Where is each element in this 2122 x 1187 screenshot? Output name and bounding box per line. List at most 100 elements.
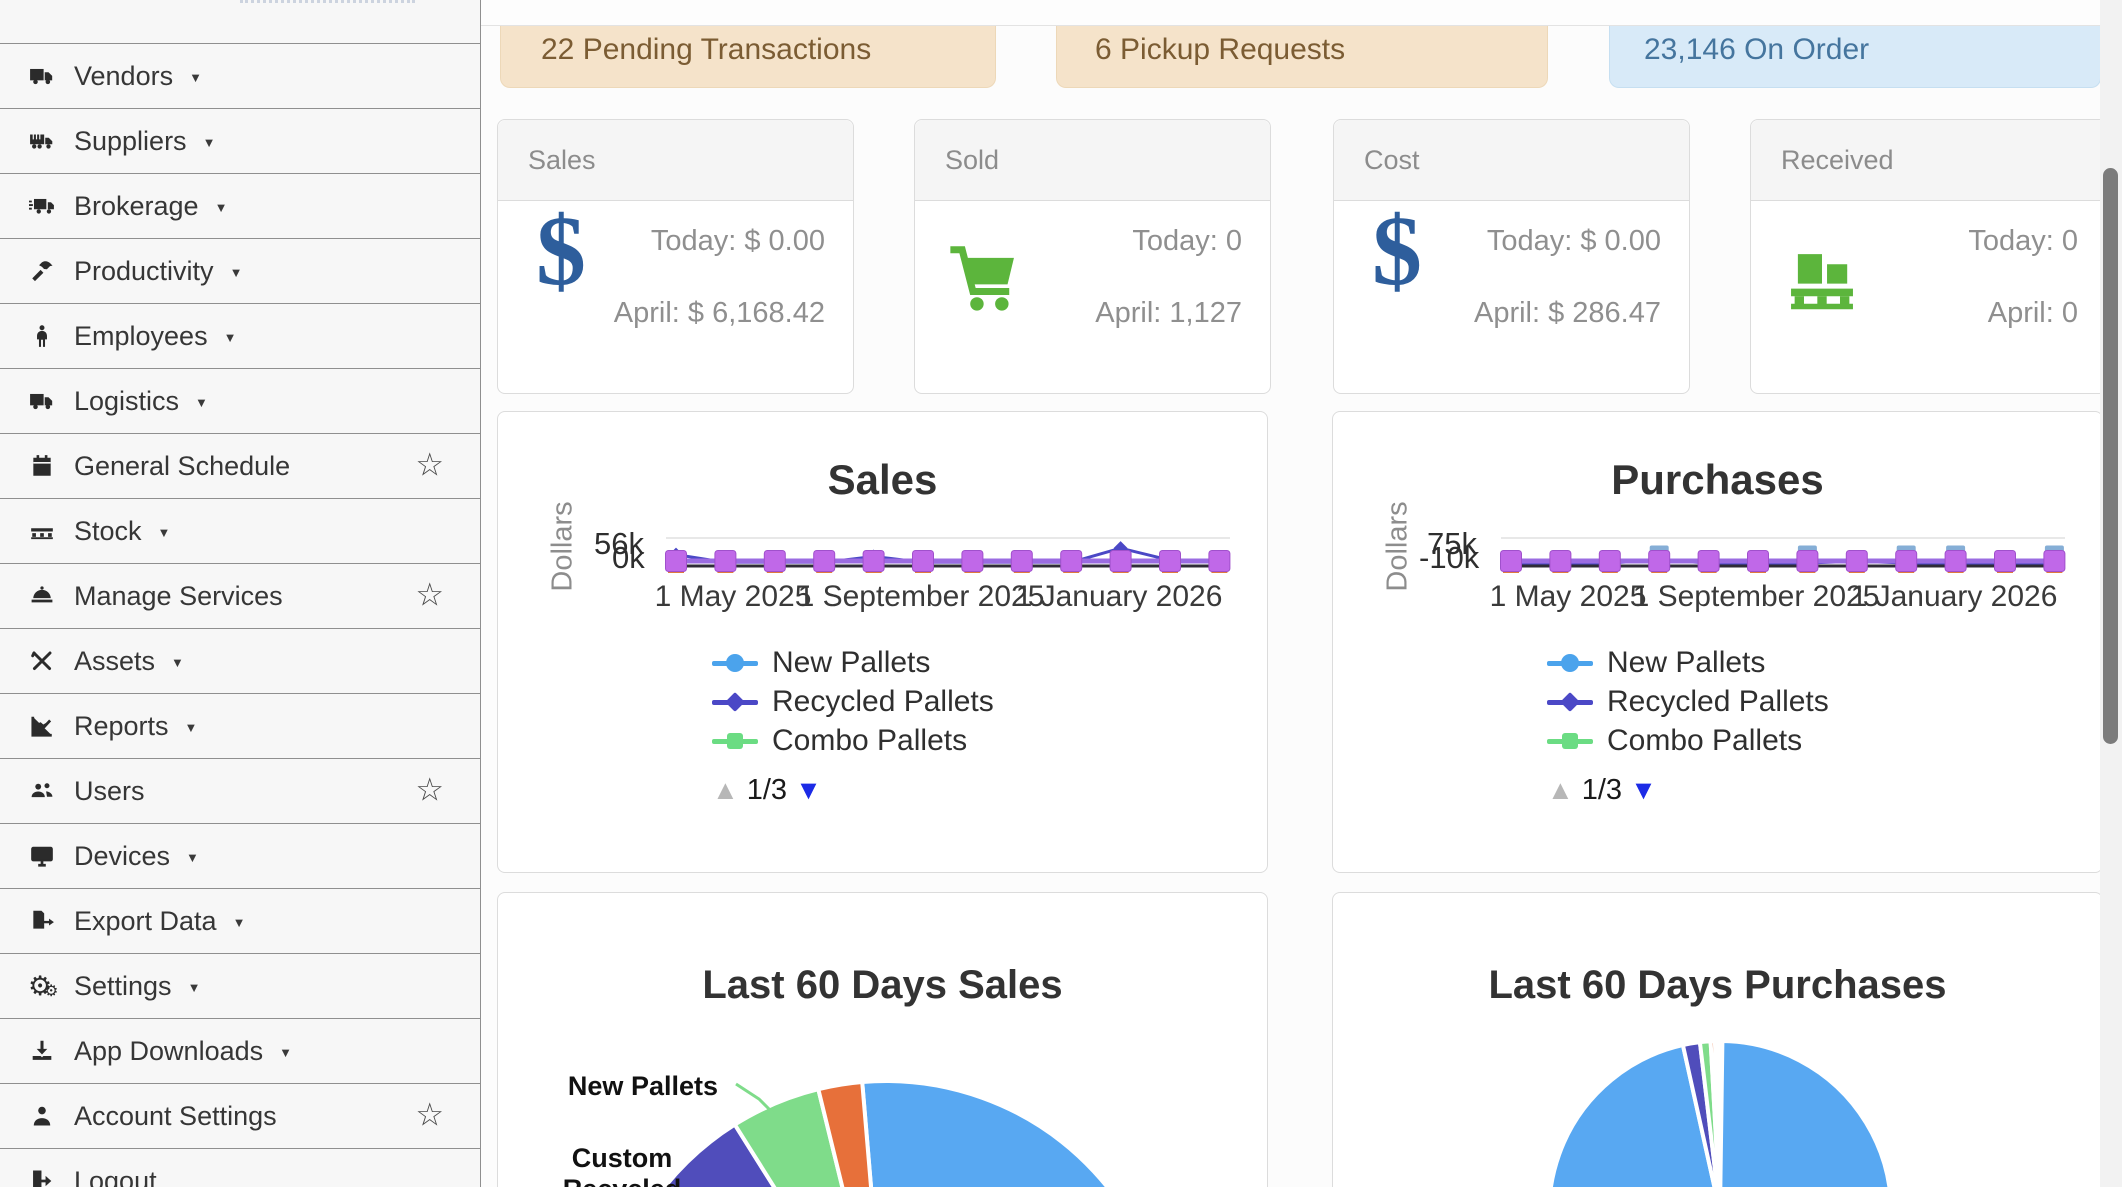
sidebar-item-account-settings[interactable]: Account Settings ☆ [0, 1083, 480, 1148]
sidebar-item-label: Export Data [74, 905, 217, 936]
y-axis-label-text: Dollars [546, 500, 579, 592]
stat-card-title: Cost [1334, 120, 1689, 201]
sidebar-item-label: Productivity [74, 255, 214, 286]
circle-marker-icon [1547, 648, 1593, 678]
favorite-star-icon[interactable]: ☆ [415, 446, 444, 483]
sidebar-item-assets[interactable]: Assets ▼ [0, 628, 480, 693]
truck-moving-icon [28, 126, 64, 156]
file-export-icon [28, 906, 64, 936]
stat-card-body: Today: 0 April: 0 [1751, 201, 2106, 394]
vertical-scrollbar-track[interactable] [2100, 0, 2122, 1187]
pie-slice[interactable] [816, 1080, 886, 1187]
sign-out-icon [28, 1166, 64, 1187]
sidebar-item-label: App Downloads [74, 1035, 264, 1066]
chart-title: Purchases [1611, 456, 1824, 503]
sidebar: Vendors ▼ Suppliers ▼ Brokerage ▼ Productivity… [0, 0, 481, 1187]
sidebar-item-devices[interactable]: Devices ▼ [0, 823, 480, 888]
y-tick-bottom: -10k [1419, 540, 1480, 575]
chart-legend: New Pallets Recycled Pallets Combo Pallets [712, 646, 994, 765]
y-axis-label: Dollars [546, 484, 580, 608]
sidebar-item-manage-services[interactable]: Manage Services ☆ [0, 563, 480, 628]
sidebar-item-vendors[interactable]: Vendors ▼ [0, 43, 480, 108]
stat-card-title: Sales [498, 120, 853, 201]
stat-value-row: Today: 0 [1132, 225, 1242, 257]
favorite-star-icon[interactable]: ☆ [415, 1096, 444, 1133]
alert-banner-6-pickup-requests[interactable]: 6 Pickup Requests [1056, 26, 1548, 88]
bell-concierge-icon [28, 581, 64, 611]
legend-item-recycled-pallets[interactable]: Recycled Pallets [712, 685, 994, 718]
sidebar-item-logistics[interactable]: Logistics ▼ [0, 368, 480, 433]
chevron-down-icon: ▼ [229, 264, 243, 280]
sidebar-item-productivity[interactable]: Productivity ▼ [0, 238, 480, 303]
x-tick: 1 September 2025 [1632, 580, 1880, 613]
legend-item-recycled-pallets[interactable]: Recycled Pallets [1547, 685, 1829, 718]
legend-item-combo-pallets[interactable]: Combo Pallets [712, 724, 994, 757]
chart-line-icon [28, 711, 64, 741]
sidebar-menu: Vendors ▼ Suppliers ▼ Brokerage ▼ Productivity… [0, 43, 480, 1187]
favorite-star-icon[interactable]: ☆ [415, 576, 444, 613]
purchases-line-plot [1500, 537, 2066, 573]
sidebar-item-export-data[interactable]: Export Data ▼ [0, 888, 480, 953]
page-indicator: 1/3 [746, 774, 788, 806]
legend-item-new-pallets[interactable]: New Pallets [1547, 646, 1829, 679]
chart-legend: New Pallets Recycled Pallets Combo Pallets [1547, 646, 1829, 765]
person-icon [28, 321, 64, 351]
alert-banner-22-pending-transactions[interactable]: 22 Pending Transactions [500, 26, 996, 88]
truck-fast-icon [28, 191, 64, 221]
pie-label-custom-recycled: Custom Recycled [563, 1143, 682, 1187]
sidebar-item-settings[interactable]: ⚙ ⚙ Settings ▼ [0, 953, 480, 1018]
cart-icon [941, 239, 1025, 318]
sidebar-item-reports[interactable]: Reports ▼ [0, 693, 480, 758]
pie-slice[interactable] [1708, 1039, 1722, 1187]
pie-label-new-pallets: New Pallets [567, 1071, 718, 1101]
vertical-scrollbar-thumb[interactable] [2103, 168, 2118, 744]
sidebar-item-label: Account Settings [74, 1100, 277, 1131]
sales-line-plot [665, 537, 1231, 573]
y-axis-label: Dollars [1381, 484, 1415, 608]
sidebar-item-app-downloads[interactable]: App Downloads ▼ [0, 1018, 480, 1083]
pie-slice[interactable] [1549, 1039, 1892, 1187]
chevron-down-icon: ▼ [195, 394, 208, 410]
pallet-icon [28, 516, 64, 546]
legend-label: Recycled Pallets [1607, 685, 1829, 718]
download-icon [28, 1036, 64, 1066]
chevron-down-icon: ▼ [186, 849, 199, 865]
sidebar-item-employees[interactable]: Employees ▼ [0, 303, 480, 368]
favorite-star-icon[interactable]: ☆ [415, 771, 444, 808]
sidebar-item-general-schedule[interactable]: General Schedule ☆ [0, 433, 480, 498]
top-navbar-edge [481, 0, 2122, 26]
pie-slice[interactable] [602, 1079, 1170, 1187]
stat-value-row: April: 1,127 [1095, 297, 1242, 329]
stat-card-received: Received Today: 0 April: 0 [1750, 119, 2107, 394]
stat-card-body: Today: 0 April: 1,127 [915, 201, 1270, 394]
stat-value-row: April: $ 6,168.42 [613, 297, 825, 329]
sidebar-item-label: Stock [74, 515, 142, 546]
square-marker-icon [1547, 726, 1593, 756]
x-tick: 1 September 2025 [797, 580, 1045, 613]
legend-item-new-pallets[interactable]: New Pallets [712, 646, 994, 679]
diamond-marker-icon [1547, 687, 1593, 717]
dollar-sign-icon: $ [536, 195, 586, 306]
sidebar-item-label: Devices [74, 840, 171, 871]
alert-banner-23-146-on-order[interactable]: 23,146 On Order [1609, 26, 2101, 88]
stat-value-row: April: $ 286.47 [1473, 297, 1661, 329]
page-up-icon[interactable]: ▲ [712, 775, 739, 805]
sidebar-item-brokerage[interactable]: Brokerage ▼ [0, 173, 480, 238]
stat-card-sales: Sales $ Today: $ 0.00 April: $ 6,168.42 [497, 119, 854, 394]
square-marker-icon [712, 726, 758, 756]
sidebar-item-users[interactable]: Users ☆ [0, 758, 480, 823]
legend-pager: ▲ 1/3 ▼ [1547, 774, 1657, 807]
sidebar-item-suppliers[interactable]: Suppliers ▼ [0, 108, 480, 173]
stat-value-row: April: 0 [1987, 297, 2078, 329]
legend-item-combo-pallets[interactable]: Combo Pallets [1547, 724, 1829, 757]
sidebar-item-label: Users [74, 775, 145, 806]
page-down-icon[interactable]: ▼ [1630, 775, 1657, 805]
sidebar-item-label: Employees [74, 320, 208, 351]
page-up-icon[interactable]: ▲ [1547, 775, 1574, 805]
sidebar-item-stock[interactable]: Stock ▼ [0, 498, 480, 563]
chevron-down-icon: ▼ [232, 914, 246, 930]
page-down-icon[interactable]: ▼ [795, 775, 822, 805]
sidebar-item-logout[interactable]: Logout [0, 1148, 480, 1187]
stat-card-sold: Sold Today: 0 April: 1,127 [914, 119, 1271, 394]
